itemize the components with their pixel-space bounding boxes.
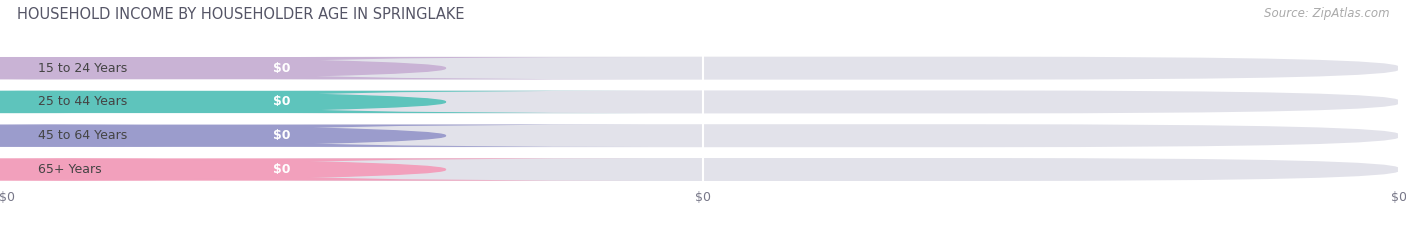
Text: 65+ Years: 65+ Years xyxy=(38,163,101,176)
Text: 15 to 24 Years: 15 to 24 Years xyxy=(38,62,127,75)
Text: $0: $0 xyxy=(273,129,291,142)
FancyBboxPatch shape xyxy=(0,158,406,181)
FancyBboxPatch shape xyxy=(7,124,1399,147)
FancyBboxPatch shape xyxy=(0,57,647,79)
FancyBboxPatch shape xyxy=(7,90,1399,113)
FancyBboxPatch shape xyxy=(7,158,1399,181)
Text: $0: $0 xyxy=(273,96,291,108)
Text: 25 to 44 Years: 25 to 44 Years xyxy=(38,96,127,108)
Circle shape xyxy=(0,159,446,180)
Text: $0: $0 xyxy=(273,62,291,75)
Text: $0: $0 xyxy=(273,163,291,176)
Text: Source: ZipAtlas.com: Source: ZipAtlas.com xyxy=(1264,7,1389,20)
FancyBboxPatch shape xyxy=(0,125,406,147)
FancyBboxPatch shape xyxy=(0,91,647,113)
Circle shape xyxy=(0,125,446,146)
FancyBboxPatch shape xyxy=(7,57,1399,80)
FancyBboxPatch shape xyxy=(0,57,406,79)
Circle shape xyxy=(0,58,446,79)
FancyBboxPatch shape xyxy=(0,91,406,113)
FancyBboxPatch shape xyxy=(0,125,647,147)
FancyBboxPatch shape xyxy=(0,158,647,181)
Text: HOUSEHOLD INCOME BY HOUSEHOLDER AGE IN SPRINGLAKE: HOUSEHOLD INCOME BY HOUSEHOLDER AGE IN S… xyxy=(17,7,464,22)
Text: 45 to 64 Years: 45 to 64 Years xyxy=(38,129,127,142)
Circle shape xyxy=(0,92,446,112)
